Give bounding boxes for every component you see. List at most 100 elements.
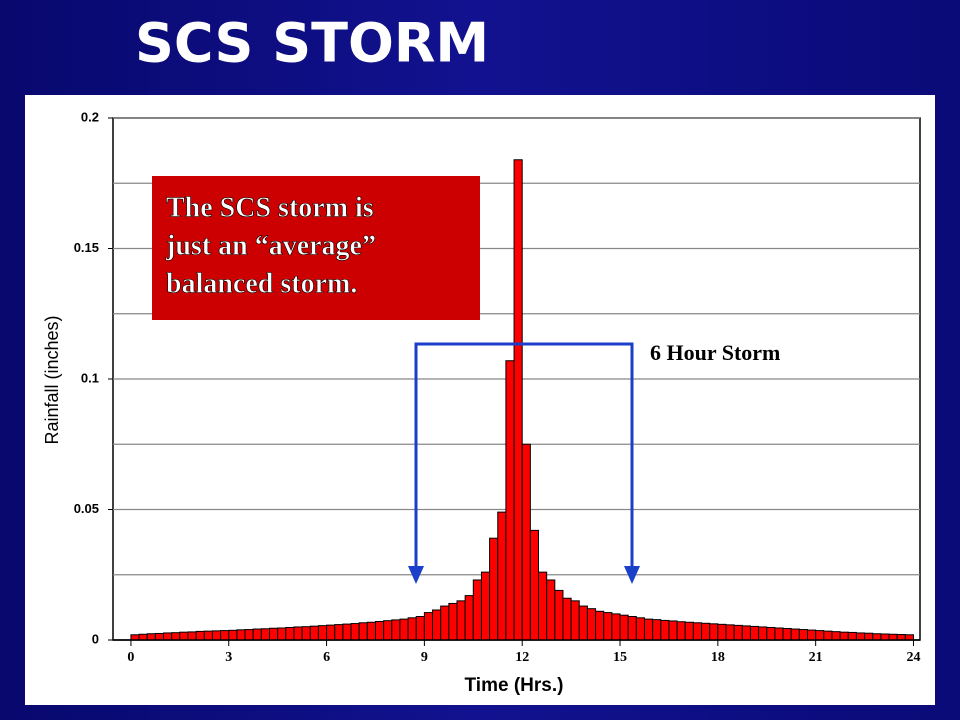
bar [423,612,434,641]
x-tick-label: 15 [613,650,627,665]
bar [880,633,890,641]
bar [228,629,238,641]
bar [595,610,605,641]
bar [790,628,800,641]
bar [195,630,205,641]
slide-title: SCS STORM [135,12,489,75]
x-tick-label: 3 [225,650,232,665]
bar [896,634,906,641]
y-axis-label: Rainfall (inches) [42,315,62,444]
bar [260,628,271,641]
bar [538,571,548,641]
bar [236,629,246,641]
bar [782,628,792,641]
bracket-label: 6 Hour Storm [650,340,780,365]
bar [619,614,629,641]
bar [692,622,703,641]
bar [660,619,670,641]
bar [252,628,262,641]
bar [448,602,458,641]
bar [472,579,482,641]
bar [529,529,540,641]
bar [774,627,784,641]
bar [741,625,751,641]
bar [888,633,898,641]
bar [758,626,768,641]
bar [293,626,303,641]
bar [725,624,735,641]
y-tick-label: 0.1 [81,370,99,385]
bar [301,626,311,641]
bar [717,623,727,641]
bar [187,631,197,641]
bar [733,624,743,641]
bar [904,634,914,641]
bar [211,630,222,641]
bar [480,571,491,641]
bar [358,622,368,641]
bar [415,616,425,641]
bar [146,633,156,641]
bar [684,621,694,641]
bar [521,443,531,641]
x-tick-label: 12 [515,650,529,665]
bar [766,626,776,641]
bar [309,625,319,641]
bar [864,632,874,641]
bar [334,624,344,641]
bar [464,595,474,641]
annotation-line: balanced storm. [166,268,357,299]
y-tick-label: 0.2 [81,109,99,124]
y-tick-label: 0.15 [74,240,99,255]
bar [554,589,564,641]
bar [635,617,645,641]
bar [269,627,279,641]
annotation-line: just an “average” [165,230,376,261]
bar [138,633,148,641]
x-tick-label: 21 [809,650,823,665]
bar [171,632,181,641]
bar [244,629,254,641]
bar [203,630,213,641]
bar [823,630,833,641]
bar [220,630,230,641]
bar [130,634,140,641]
x-axis-label: Time (Hrs.) [465,675,564,696]
bar [407,617,417,641]
bar [798,629,809,641]
bar [701,622,711,641]
bar [709,623,719,641]
bar [513,159,523,641]
bar [432,609,442,641]
bar [578,605,588,641]
x-tick-label: 9 [421,650,428,665]
bar [505,360,515,641]
bar [839,631,849,641]
y-tick-label: 0.05 [74,501,99,516]
x-tick-label: 0 [127,650,134,665]
x-tick-label: 6 [323,650,330,665]
bar [497,511,507,641]
bar [285,626,295,641]
bar [277,627,287,641]
bar [546,579,556,641]
x-tick-label: 24 [906,650,920,665]
x-tick-label: 18 [711,650,725,665]
bar [163,632,173,641]
bar [366,621,376,641]
bar [815,630,825,641]
bar [603,612,613,641]
bar [440,605,450,641]
bar [855,632,866,641]
bar [391,619,401,641]
bar [652,619,662,641]
bar [643,618,654,641]
bar [383,620,393,641]
bar [872,633,882,641]
bar [676,621,686,641]
bar [350,623,360,641]
bar [847,631,857,641]
annotation-line: The SCS storm is [166,192,374,223]
